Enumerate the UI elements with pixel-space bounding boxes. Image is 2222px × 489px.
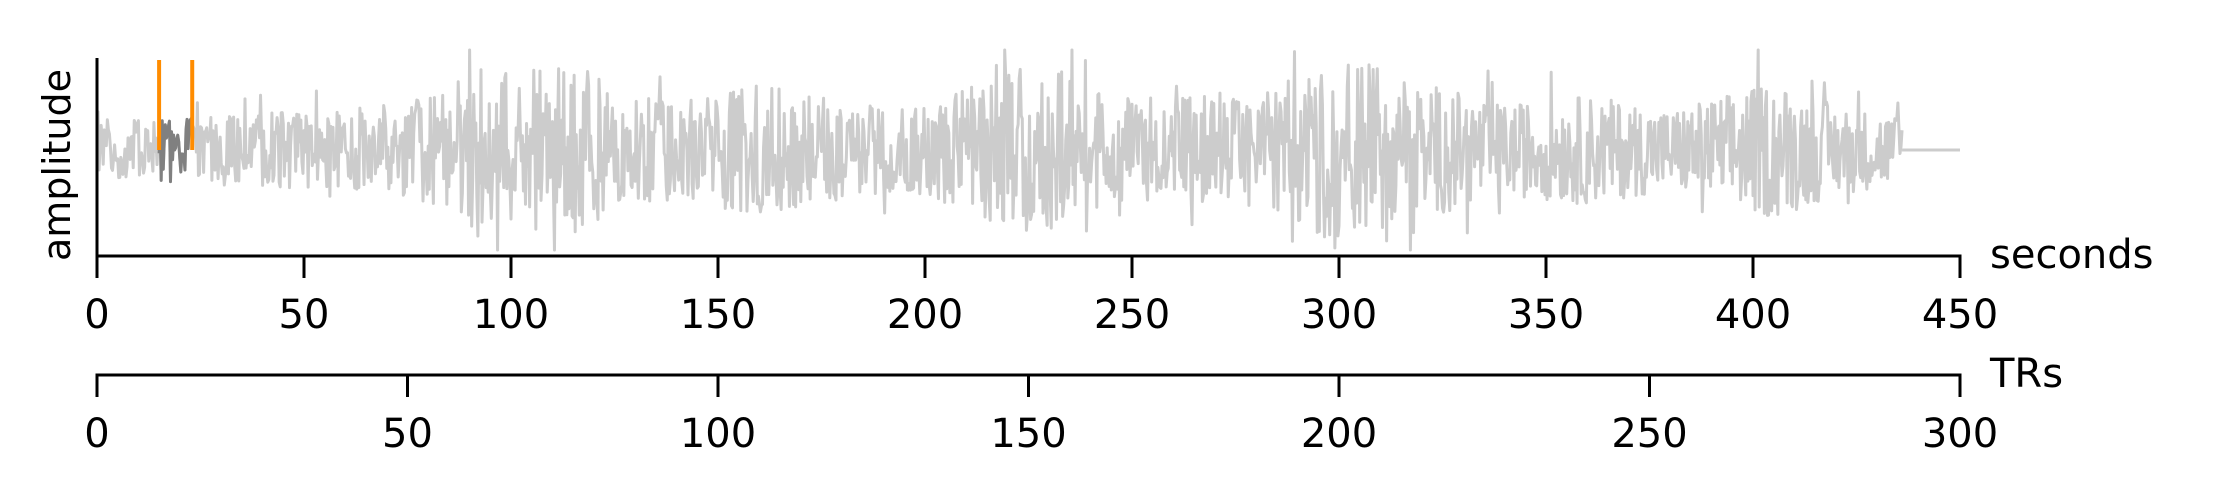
- waveform-highlight-segment: [157, 117, 194, 184]
- waveform-plot: [95, 48, 1960, 252]
- x-axis-trs-label: TRs: [1989, 351, 2063, 397]
- x-axis-seconds-tick-label: 350: [1508, 292, 1584, 338]
- x-axis-seconds-tick-label: 400: [1715, 292, 1791, 338]
- x-axis-seconds-tick-label: 100: [473, 292, 549, 338]
- x-axis-seconds-tick-label: 200: [887, 292, 963, 338]
- x-axis-trs: 0 50 100 150 200 250 300 TRs: [84, 351, 2063, 457]
- x-axis-trs-tick-label: 250: [1611, 411, 1687, 457]
- x-axis-seconds-ticks: 0 50 100 150 200 250 300 350 400 450: [84, 256, 1998, 338]
- waveform-line: [95, 48, 1904, 252]
- x-axis-seconds-tick-label: 250: [1094, 292, 1170, 338]
- x-axis-seconds-tick-label: 150: [680, 292, 756, 338]
- y-axis-label: amplitude: [35, 69, 79, 261]
- x-axis-trs-tick-label: 150: [990, 411, 1066, 457]
- x-axis-seconds-tick-label: 0: [84, 292, 109, 338]
- x-axis-seconds-label: seconds: [1990, 232, 2154, 278]
- event-markers: [157, 60, 195, 150]
- x-axis-seconds: 0 50 100 150 200 250 300 350 400 450 seconds: [84, 232, 2153, 338]
- x-axis-trs-tick-label: 200: [1301, 411, 1377, 457]
- x-axis-trs-tick-label: 300: [1922, 411, 1998, 457]
- x-axis-trs-tick-label: 0: [84, 411, 109, 457]
- x-axis-trs-tick-label: 100: [680, 411, 756, 457]
- x-axis-seconds-tick-label: 450: [1922, 292, 1998, 338]
- x-axis-seconds-tick-label: 300: [1301, 292, 1377, 338]
- x-axis-trs-ticks: 0 50 100 150 200 250 300: [84, 375, 1998, 457]
- x-axis-seconds-tick-label: 50: [279, 292, 330, 338]
- x-axis-trs-tick-label: 50: [382, 411, 433, 457]
